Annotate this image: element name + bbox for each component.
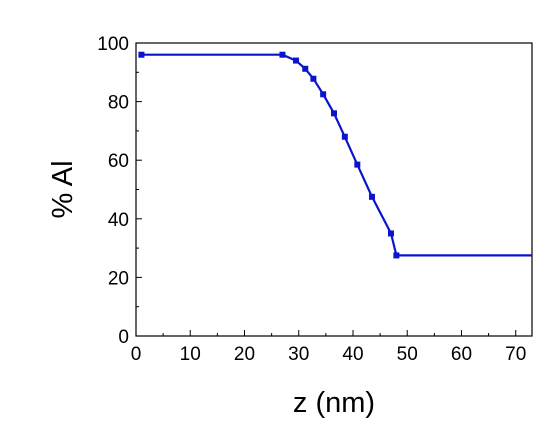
y-tick-label: 80 [108,93,129,114]
y-axis-ticks: 0 20 40 60 80 100 [97,34,142,348]
y-tick-label: 100 [97,34,129,55]
data-point-marker [368,193,375,200]
data-point-marker [302,65,309,72]
data-point-marker [387,230,394,237]
data-point-marker [331,110,337,117]
x-tick-label: 50 [397,344,418,365]
data-point-marker [138,51,145,58]
y-tick-label: 40 [108,210,129,231]
x-tick-label: 30 [288,344,309,365]
y-tick-label: 0 [118,327,129,348]
x-tick-label: 0 [131,344,142,365]
plot-frame [135,42,533,337]
series-layer [138,51,532,259]
y-tick-label: 60 [108,151,129,172]
data-point-marker [279,51,286,58]
y-tick-label: 20 [108,268,129,289]
data-point-marker [310,75,317,82]
x-tick-label: 20 [234,344,255,365]
data-point-marker [293,57,300,64]
x-tick-label: 40 [342,344,363,365]
data-point-marker [354,161,361,168]
x-axis-title: z (nm) [293,387,375,419]
plot-border [135,42,533,337]
data-point-marker [341,133,348,140]
x-tick-label: 10 [180,344,201,365]
x-tick-label: 60 [451,344,472,365]
y-axis-title: % Al [47,160,79,218]
series-line [141,53,532,257]
x-tick-label: 70 [505,344,526,365]
x-axis-ticks: 0 10 20 30 40 50 60 70 [131,330,526,365]
data-point-marker [393,252,400,259]
data-point-marker [320,91,327,98]
